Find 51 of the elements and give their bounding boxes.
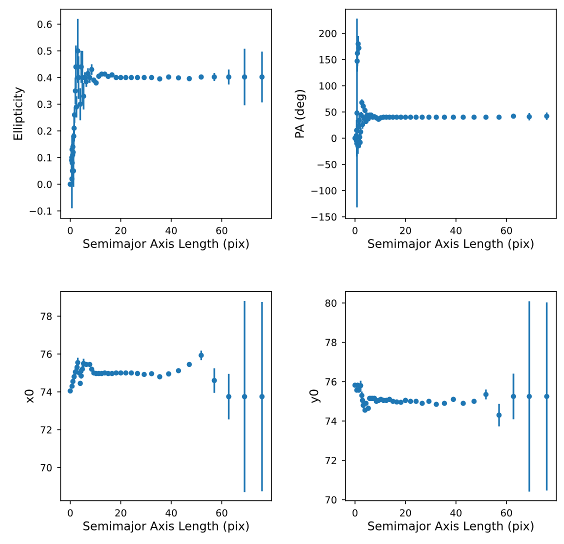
- x-axis-title: Semimajor Axis Length (pix): [83, 521, 249, 533]
- x-axis-title: Semimajor Axis Length (pix): [368, 521, 534, 533]
- y-tick-label: 76: [40, 350, 52, 358]
- x-tick-label: 40: [166, 509, 177, 517]
- y-tick-label: 0.4: [38, 74, 52, 82]
- x-tick-label: 20: [400, 509, 412, 517]
- x-tick-label: 0: [352, 226, 358, 234]
- y-tick-label: 50: [325, 108, 336, 116]
- y-tick-label: 0.0: [38, 180, 52, 188]
- x-tick-label: 20: [115, 226, 126, 234]
- x-tick-label: 0: [68, 509, 73, 517]
- y-tick-label: 0.1: [38, 154, 52, 162]
- y-axis-title: PA (deg): [294, 90, 306, 138]
- y-tick-label: 0: [332, 134, 336, 142]
- x-tick-label: 60: [500, 509, 512, 517]
- x-tick-label: 0: [352, 509, 358, 517]
- y-tick-label: −0.1: [30, 207, 52, 215]
- y-tick-label: −150: [311, 213, 336, 221]
- y-tick-label: 0.3: [38, 100, 52, 108]
- y-axis-title: y0: [309, 390, 321, 404]
- y-tick-label: 0.6: [38, 20, 52, 28]
- y-tick-label: 70: [40, 464, 52, 472]
- y-tick-label: 200: [319, 30, 336, 38]
- x-tick-label: 20: [400, 226, 412, 234]
- y-tick-label: 78: [326, 338, 336, 346]
- x-tick-label: 0: [68, 226, 73, 234]
- y-axis-title: Ellipticity: [13, 87, 25, 140]
- y-axis-title: x0: [24, 390, 34, 404]
- y-tick-label: −100: [311, 187, 336, 194]
- y-tick-label: 0.2: [38, 127, 52, 135]
- y-tick-label: 0.5: [38, 47, 52, 55]
- y-tick-label: 76: [326, 378, 336, 386]
- x-tick-label: 60: [500, 226, 512, 234]
- y-tick-label: 72: [326, 456, 336, 464]
- y-tick-label: 80: [325, 299, 336, 307]
- x-tick-label: 60: [216, 509, 228, 517]
- y-tick-label: 78: [40, 312, 52, 320]
- y-tick-label: −50: [318, 160, 336, 168]
- y-tick-label: 72: [40, 426, 52, 434]
- y-tick-label: 74: [326, 418, 337, 425]
- y-tick-label: 150: [320, 56, 336, 64]
- x-tick-label: 40: [450, 509, 462, 517]
- y-tick-label: 74: [40, 388, 52, 396]
- x-tick-label: 20: [115, 509, 126, 517]
- y-tick-label: 70: [326, 496, 336, 504]
- x-tick-label: 40: [166, 226, 177, 234]
- x-tick-label: 60: [216, 226, 228, 234]
- x-tick-label: 40: [450, 226, 462, 234]
- y-tick-label: 100: [320, 82, 336, 90]
- x-axis-title: Semimajor Axis Length (pix): [83, 238, 249, 250]
- x-axis-title: Semimajor Axis Length (pix): [368, 238, 534, 250]
